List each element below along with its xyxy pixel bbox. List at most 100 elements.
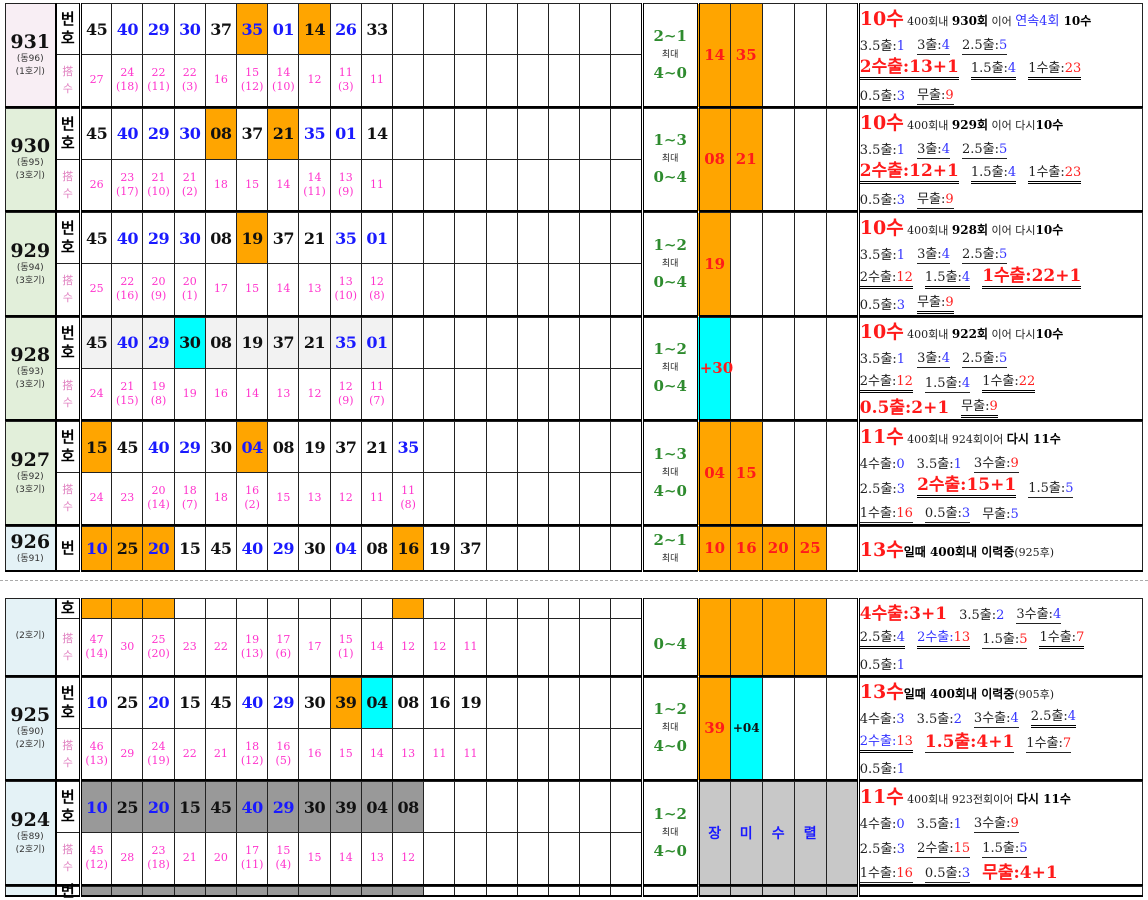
number-cell <box>485 3 518 55</box>
count-value: 14 <box>338 851 353 865</box>
note-text: 2.5출: <box>859 841 897 857</box>
hit-cell: 16 <box>729 525 763 572</box>
count-cell: 15 <box>236 263 269 316</box>
number-cell <box>267 885 300 896</box>
round-number: 925 <box>10 704 51 727</box>
number-cell <box>392 885 425 896</box>
draw-records-upper: 931 (동96) (1호기) 번 호 45 40 29 30 37 35 01 14 26 33 2∼1 최대… <box>4 3 1145 572</box>
count-cell <box>610 727 643 781</box>
number-cell <box>204 885 238 896</box>
number-cell: 39 <box>329 781 362 833</box>
count-cell: 28 <box>111 832 144 885</box>
round-sub: (동91) <box>16 553 44 564</box>
round-label: 927 (동92) (3호기) <box>4 421 57 525</box>
number-cell <box>610 3 643 55</box>
number-cell <box>329 598 362 619</box>
number-cell: 19 <box>236 316 269 369</box>
number-cell: 40 <box>236 525 269 572</box>
note-text: 2수출: <box>859 269 897 285</box>
count-value: 21 <box>182 851 197 865</box>
count-value: 21 <box>151 170 166 184</box>
count-row: 搭 수 24 23 20 (14) 18 (7) 18 16 (2) 15 13 12 11 11 (8) <box>6 472 1143 525</box>
note-line: 10수 400회내 928회 이어 다시10수 <box>860 214 1142 239</box>
count-cell <box>454 472 487 525</box>
number-cell: 15 <box>80 421 113 473</box>
number-cell <box>579 316 612 369</box>
hit-cell <box>825 676 859 781</box>
number-cell <box>142 885 175 896</box>
note-text: 이어 다시 <box>988 223 1036 237</box>
note-text: 0 <box>896 456 905 472</box>
count-cell: 13 <box>392 727 425 781</box>
number-cell: 30 <box>298 676 331 729</box>
count-cell <box>392 263 425 316</box>
round-label: 926 (동91) <box>4 525 57 572</box>
note-text: 5 <box>998 142 1008 158</box>
note-text: 4 <box>896 630 906 645</box>
hit-cell <box>793 676 827 781</box>
count-value: 14 <box>276 177 291 191</box>
count-cell: 25 <box>80 263 113 316</box>
note-line: 1수출:16 0.5출:3 무출:4+1 <box>859 858 1142 883</box>
hit-cell: 39 <box>697 676 731 781</box>
note-text: 4 <box>941 37 950 53</box>
number-cell <box>610 107 643 160</box>
count-value: (8) <box>400 498 416 512</box>
hit-cell: 10 <box>697 525 731 572</box>
count-value: (11) <box>147 80 170 94</box>
number-cell: 45 <box>111 421 144 473</box>
number-cell <box>548 781 581 833</box>
count-value: 20 <box>151 275 166 289</box>
number-cell: 37 <box>204 3 238 55</box>
number-cell: 30 <box>173 316 206 369</box>
row-label-char: 번 <box>60 428 75 446</box>
note-text: 1 <box>896 247 906 263</box>
number-row: 929 (동94) (3호기) 번 호 45 40 29 30 08 19 37 21 35 01 1∼2 최대… <box>4 212 1144 316</box>
count-cell <box>485 367 518 421</box>
count-cell: 22 <box>204 618 238 676</box>
row-label-char: 搭 <box>62 843 74 857</box>
range-cell: 1∼2 최대 0∼4 <box>640 212 700 316</box>
note-line: 2수출:12 1.5출:4 1수출:22 <box>859 368 1142 394</box>
number-cell: 20 <box>142 525 175 572</box>
note-item: 2수출:15+1 <box>917 476 1017 498</box>
number-cell: 04 <box>360 676 394 729</box>
count-cell: 11 <box>360 158 394 212</box>
count-cell: 13 <box>298 472 331 525</box>
note-text: 9 <box>945 294 954 310</box>
note-text: 다시 11수 <box>1006 431 1061 446</box>
note-text: 10수 <box>859 7 904 30</box>
note-text: 930회 <box>951 13 989 28</box>
number-cell: 14 <box>298 3 331 55</box>
count-cell: 20 (9) <box>142 263 175 316</box>
note-text: 1.5출: <box>982 840 1020 856</box>
note-line: 4수출:3 3.5출:2 3수출:4 2.5출:4 <box>860 703 1142 729</box>
number-cell <box>360 885 394 896</box>
count-value: (11) <box>303 184 326 198</box>
number-cell: 20 <box>142 676 175 729</box>
count-value: (19) <box>147 753 170 767</box>
count-value: (14) <box>147 498 170 512</box>
count-cell: 15 <box>267 472 300 525</box>
number-cell <box>392 212 425 264</box>
note-text: 10수 <box>1035 222 1064 237</box>
number-cell: 21 <box>360 421 394 473</box>
count-cell: 12 (9) <box>329 367 362 421</box>
note-item: 4수출:0 <box>860 817 905 833</box>
draw-block-927: 927 (동92) (3호기) 번 호 15 45 40 29 30 04 08 19 37 21 35 1∼3… <box>4 421 1144 526</box>
count-cell: 15 <box>329 727 362 781</box>
note-item: 무출:9 <box>917 88 954 105</box>
number-row-label: 번 <box>55 525 83 572</box>
note-item: 1.5출:5 <box>1028 481 1074 498</box>
note-text: 5 <box>998 37 1008 53</box>
count-cell: 12 (8) <box>360 263 394 316</box>
count-cell <box>516 618 550 676</box>
number-cell: 37 <box>329 421 362 473</box>
number-cell: 08 <box>392 676 425 729</box>
note-text: 연속4회 <box>1015 13 1060 29</box>
count-row: 搭 수 25 22 (16) 20 (9) 20 (1) 17 15 14 13 13 (10) 12 (8) <box>6 263 1143 316</box>
note-line: 11수 400회내 923전회이어 다시 11수 <box>860 783 1142 808</box>
number-cell <box>579 421 612 473</box>
